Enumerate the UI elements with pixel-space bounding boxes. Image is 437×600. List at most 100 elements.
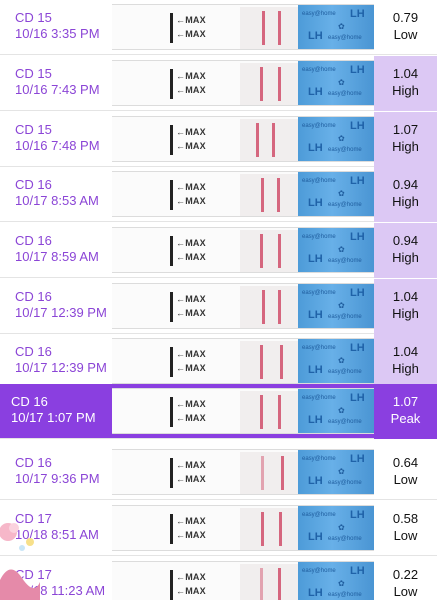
reading-row[interactable]: CD 16 10/17 9:36 PM ←MAX ←MAX easy@home LH LH e… bbox=[0, 445, 437, 500]
reading-level: High bbox=[392, 194, 419, 209]
strip-brand-text: easy@home bbox=[302, 568, 336, 574]
strip-lh-text: LH bbox=[308, 475, 323, 487]
strip-max-label: ←MAX bbox=[176, 182, 206, 192]
strip-max-text: MAX bbox=[185, 15, 206, 25]
strip-lh-text: LH bbox=[308, 197, 323, 209]
arrow-left-icon: ← bbox=[176, 460, 186, 470]
strip-max-text: MAX bbox=[185, 460, 206, 470]
test-line bbox=[261, 512, 264, 546]
arrow-left-icon: ← bbox=[176, 586, 186, 596]
test-strip-image[interactable]: ←MAX ←MAX easy@home LH LH easy@home ✿ bbox=[112, 4, 374, 50]
reading-value-cell: 1.04 High bbox=[374, 56, 437, 111]
strip-brand-text: easy@home bbox=[328, 419, 362, 425]
strip-lh-text: LH bbox=[308, 531, 323, 543]
test-strip-image[interactable]: ←MAX ←MAX easy@home LH LH easy@home ✿ bbox=[112, 227, 374, 273]
test-strip-image[interactable]: ←MAX ←MAX easy@home LH LH easy@home ✿ bbox=[112, 116, 374, 162]
reading-label: CD 15 10/16 7:48 PM bbox=[15, 122, 115, 154]
reading-value-cell: 1.04 High bbox=[374, 279, 437, 334]
reading-datetime: 10/17 12:39 PM bbox=[15, 360, 107, 375]
strip-dip-marker bbox=[170, 458, 173, 488]
test-strip-image[interactable]: ←MAX ←MAX easy@home LH LH easy@home ✿ bbox=[112, 505, 374, 551]
strip-max-label: ←MAX bbox=[176, 474, 206, 484]
reading-row[interactable]: CD 17 10/18 11:23 AM ←MAX ←MAX easy@home LH LH… bbox=[0, 557, 437, 600]
test-strip-image[interactable]: ←MAX ←MAX easy@home LH LH easy@home ✿ bbox=[112, 171, 374, 217]
reading-row[interactable]: CD 16 10/17 12:39 PM ←MAX ←MAX easy@home LH LH… bbox=[0, 334, 437, 389]
strip-max-label: ←MAX bbox=[176, 15, 206, 25]
strip-max-text: MAX bbox=[185, 127, 206, 137]
strip-dip-marker bbox=[170, 69, 173, 99]
strip-result-window bbox=[240, 230, 298, 272]
strip-result-window bbox=[240, 286, 298, 328]
test-strip-image[interactable]: ←MAX ←MAX easy@home LH LH easy@home ✿ bbox=[112, 561, 374, 600]
flower-icon: ✿ bbox=[338, 406, 345, 415]
reading-row[interactable]: CD 15 10/16 7:43 PM ←MAX ←MAX easy@home LH LH e… bbox=[0, 56, 437, 111]
reading-value-cell: 0.94 High bbox=[374, 223, 437, 278]
reading-ratio: 0.64 bbox=[392, 455, 419, 470]
strip-max-text: MAX bbox=[185, 252, 206, 262]
strip-lh-text: LH bbox=[308, 364, 323, 376]
strip-lh-text: LH bbox=[350, 392, 365, 404]
control-line bbox=[278, 290, 281, 324]
reading-level: Peak bbox=[390, 411, 421, 426]
arrow-left-icon: ← bbox=[176, 516, 186, 526]
reading-row[interactable]: CD 16 10/17 8:59 AM ←MAX ←MAX easy@home LH LH e… bbox=[0, 223, 437, 278]
strip-lh-text: LH bbox=[350, 175, 365, 187]
strip-dip-marker bbox=[170, 292, 173, 322]
strip-max-text: MAX bbox=[185, 516, 206, 526]
test-strip-image[interactable]: ←MAX ←MAX easy@home LH LH easy@home ✿ bbox=[112, 449, 374, 495]
test-line bbox=[260, 568, 263, 600]
strip-brand-text: easy@home bbox=[302, 11, 336, 17]
strip-result-window bbox=[240, 452, 298, 494]
reading-row[interactable]: CD 16 10/17 1:07 PM ←MAX ←MAX easy@home LH LH e… bbox=[0, 384, 437, 439]
reading-value-cell: 1.07 Peak bbox=[374, 384, 437, 439]
strip-brand-text: easy@home bbox=[328, 592, 362, 598]
strip-result-window bbox=[240, 119, 298, 161]
strip-brand-text: easy@home bbox=[302, 395, 336, 401]
reading-level: High bbox=[392, 361, 419, 376]
reading-ratio: 0.58 bbox=[392, 511, 419, 526]
strip-brand-text: easy@home bbox=[328, 91, 362, 97]
strip-brand-text: easy@home bbox=[328, 536, 362, 542]
test-strip-image[interactable]: ←MAX ←MAX easy@home LH LH easy@home ✿ bbox=[112, 60, 374, 106]
strip-max-label: ←MAX bbox=[176, 29, 206, 39]
arrow-left-icon: ← bbox=[176, 238, 186, 248]
strip-result-window bbox=[240, 564, 298, 600]
reading-row[interactable]: CD 15 10/16 7:48 PM ←MAX ←MAX easy@home LH LH e… bbox=[0, 112, 437, 167]
reading-row[interactable]: CD 16 10/17 8:53 AM ←MAX ←MAX easy@home LH LH e… bbox=[0, 167, 437, 222]
cycle-day: CD 15 bbox=[15, 10, 52, 25]
cycle-day: CD 16 bbox=[11, 394, 48, 409]
strip-result-window bbox=[240, 508, 298, 550]
strip-dip-marker bbox=[170, 397, 173, 427]
test-strip-image[interactable]: ←MAX ←MAX easy@home LH LH easy@home ✿ bbox=[112, 338, 374, 384]
strip-lh-text: LH bbox=[308, 253, 323, 265]
test-strip-image[interactable]: ←MAX ←MAX easy@home LH LH easy@home ✿ bbox=[112, 283, 374, 329]
strip-max-label: ←MAX bbox=[176, 530, 206, 540]
strip-lh-text: LH bbox=[350, 509, 365, 521]
flower-icon: ✿ bbox=[338, 22, 345, 31]
strip-max-label: ←MAX bbox=[176, 572, 206, 582]
strip-brand-text: easy@home bbox=[328, 480, 362, 486]
strip-handle: easy@home LH LH easy@home ✿ bbox=[298, 389, 374, 433]
strip-dip-marker bbox=[170, 125, 173, 155]
cycle-day: CD 16 bbox=[15, 289, 52, 304]
reading-value-cell: 1.07 High bbox=[374, 112, 437, 167]
arrow-left-icon: ← bbox=[176, 530, 186, 540]
strip-brand-text: easy@home bbox=[302, 234, 336, 240]
strip-brand-text: easy@home bbox=[328, 35, 362, 41]
strip-max-label: ←MAX bbox=[176, 399, 206, 409]
strip-handle: easy@home LH LH easy@home ✿ bbox=[298, 506, 374, 550]
test-strip-image[interactable]: ←MAX ←MAX easy@home LH LH easy@home ✿ bbox=[112, 388, 374, 434]
reading-row[interactable]: CD 15 10/16 3:35 PM ←MAX ←MAX easy@home LH LH e… bbox=[0, 0, 437, 55]
strip-brand-text: easy@home bbox=[328, 314, 362, 320]
arrow-left-icon: ← bbox=[176, 141, 186, 151]
strip-max-text: MAX bbox=[185, 474, 206, 484]
test-line bbox=[260, 234, 263, 268]
strip-handle: easy@home LH LH easy@home ✿ bbox=[298, 284, 374, 328]
reading-row[interactable]: CD 17 10/18 8:51 AM ←MAX ←MAX easy@home LH LH e… bbox=[0, 501, 437, 556]
cycle-day: CD 15 bbox=[15, 66, 52, 81]
flower-icon: ✿ bbox=[338, 245, 345, 254]
reading-row[interactable]: CD 16 10/17 12:39 PM ←MAX ←MAX easy@home LH LH… bbox=[0, 279, 437, 334]
arrow-left-icon: ← bbox=[176, 127, 186, 137]
strip-max-text: MAX bbox=[185, 586, 206, 596]
reading-label: CD 16 10/17 1:07 PM bbox=[11, 394, 111, 426]
